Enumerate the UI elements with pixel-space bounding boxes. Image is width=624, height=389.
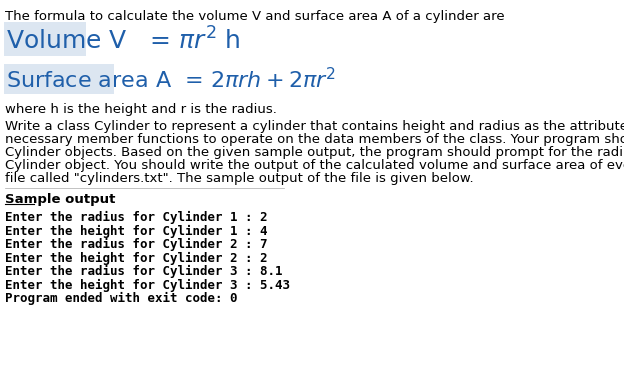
FancyBboxPatch shape bbox=[4, 64, 114, 94]
Text: Cylinder object. You should write the output of the calculated volume and surfac: Cylinder object. You should write the ou… bbox=[4, 159, 624, 172]
Text: Enter the radius for Cylinder 1 : 2: Enter the radius for Cylinder 1 : 2 bbox=[4, 211, 267, 224]
Text: where h is the height and r is the radius.: where h is the height and r is the radiu… bbox=[4, 103, 276, 116]
Text: Surface area A  = $2\pi rh + 2\pi r^2$: Surface area A = $2\pi rh + 2\pi r^2$ bbox=[6, 67, 336, 92]
Text: Cylinder objects. Based on the given sample output, the program should prompt fo: Cylinder objects. Based on the given sam… bbox=[4, 146, 624, 159]
Text: Enter the radius for Cylinder 3 : 8.1: Enter the radius for Cylinder 3 : 8.1 bbox=[4, 265, 282, 278]
Text: Write a class Cylinder to represent a cylinder that contains height and radius a: Write a class Cylinder to represent a cy… bbox=[4, 120, 624, 133]
Text: Enter the height for Cylinder 1 : 4: Enter the height for Cylinder 1 : 4 bbox=[4, 224, 267, 238]
Text: Enter the height for Cylinder 2 : 2: Enter the height for Cylinder 2 : 2 bbox=[4, 252, 267, 265]
FancyBboxPatch shape bbox=[4, 22, 86, 56]
Text: file called "cylinders.txt". The sample output of the file is given below.: file called "cylinders.txt". The sample … bbox=[4, 172, 473, 185]
Text: The formula to calculate the volume V and surface area A of a cylinder are: The formula to calculate the volume V an… bbox=[4, 10, 504, 23]
Text: Enter the height for Cylinder 3 : 5.43: Enter the height for Cylinder 3 : 5.43 bbox=[4, 279, 290, 292]
Text: Enter the radius for Cylinder 2 : 7: Enter the radius for Cylinder 2 : 7 bbox=[4, 238, 267, 251]
Text: Sample output: Sample output bbox=[4, 193, 115, 206]
Text: Program ended with exit code: 0: Program ended with exit code: 0 bbox=[4, 292, 237, 305]
Text: necessary member functions to operate on the data members of the class. Your pro: necessary member functions to operate on… bbox=[4, 133, 624, 146]
Text: Volume V   = $\pi r^2$ h: Volume V = $\pi r^2$ h bbox=[6, 27, 241, 54]
